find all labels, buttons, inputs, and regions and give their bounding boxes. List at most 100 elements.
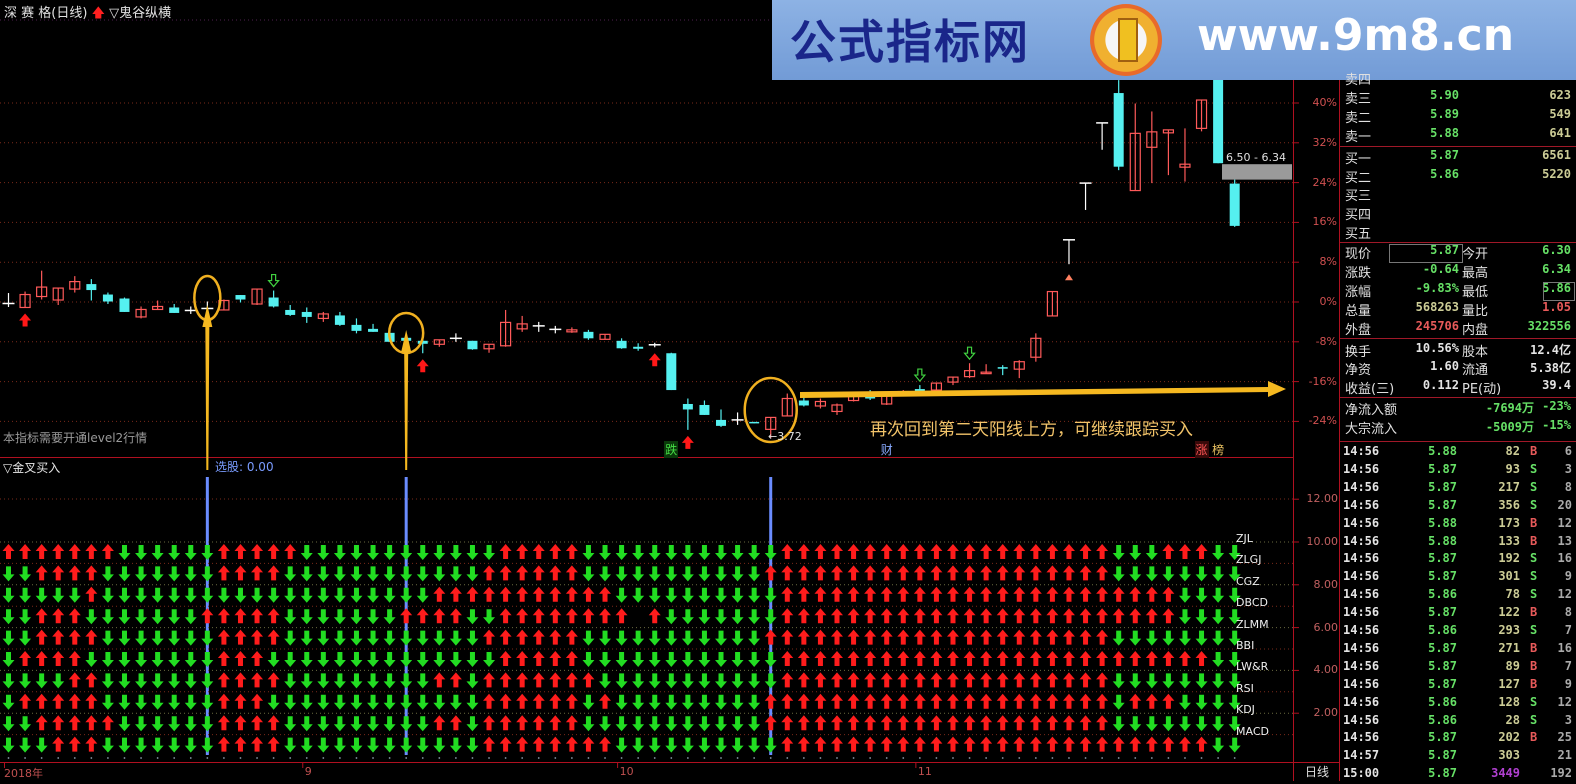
red-up-arrow-icon: [532, 565, 545, 581]
candle-body: [500, 321, 512, 347]
candle: [152, 300, 164, 311]
green-down-arrow-icon: [648, 652, 661, 667]
candle-body: [583, 331, 594, 339]
candle-body: [36, 286, 48, 298]
red-up-arrow-icon: [963, 715, 976, 731]
green-down-arrow-icon: [367, 566, 380, 582]
red-up-arrow-icon: [946, 693, 959, 709]
green-down-arrow-icon: [615, 545, 628, 560]
bar-dot: [355, 757, 358, 759]
trade-volume: 127: [1498, 676, 1520, 691]
green-down-arrow-icon: [632, 566, 645, 582]
trade-row: 14:56 5.86 128 S 12: [1340, 695, 1576, 713]
domino-logo-icon: [1118, 18, 1138, 62]
green-down-arrow-icon: [1112, 545, 1125, 560]
green-down-arrow-icon: [350, 694, 363, 710]
trade-ticks-panel[interactable]: 14:56 5.88 82 B 6 14:56 5.87 93 S 3 14:56 5.87 217 S 8…: [1340, 444, 1576, 781]
period-label[interactable]: 日线: [1305, 765, 1330, 779]
green-down-arrow-icon: [151, 716, 164, 732]
indicator-name[interactable]: ▽鬼谷纵横: [109, 6, 172, 21]
green-down-arrow-icon: [648, 716, 661, 732]
red-up-arrow-icon: [1195, 651, 1208, 666]
bar-dot: [24, 757, 26, 759]
red-up-arrow-icon: [1046, 544, 1059, 559]
green-down-arrow-icon: [1228, 694, 1241, 710]
candle: [516, 315, 528, 332]
flow-amount: -5009万: [1485, 419, 1534, 434]
red-up-arrow-icon: 🡅: [91, 6, 105, 21]
green-down-arrow-icon: [764, 609, 777, 625]
green-down-arrow-icon: [632, 587, 645, 603]
green-down-arrow-icon: [416, 587, 429, 603]
green-down-arrow-icon: [681, 673, 694, 689]
red-up-arrow-icon: [897, 693, 910, 709]
red-up-arrow-icon: [847, 544, 860, 559]
event-label: 涨: [1194, 441, 1209, 458]
trade-side: S: [1530, 712, 1538, 727]
bar-dot: [769, 757, 772, 759]
red-up-arrow-icon: [1029, 715, 1042, 731]
red-up-arrow-icon: [980, 736, 993, 752]
stat-value: 1.60: [1430, 359, 1459, 374]
green-down-arrow-icon: [582, 716, 595, 732]
red-up-arrow-icon: [897, 586, 910, 602]
green-down-arrow-icon: [184, 716, 197, 732]
stock-title[interactable]: 深 赛 格(日线): [4, 6, 88, 21]
red-up-arrow-icon: [68, 544, 81, 559]
stat-label: 净资: [1345, 363, 1372, 379]
trade-price: 5.87: [1428, 605, 1457, 620]
green-down-arrow-icon: [748, 545, 761, 560]
green-down-arrow-icon: [184, 587, 197, 603]
red-up-arrow-icon: [1013, 715, 1026, 731]
stat-label: 最低: [1462, 284, 1489, 300]
green-down-arrow-icon: [400, 652, 413, 667]
candle: [765, 416, 777, 439]
red-up-arrow-icon: [532, 693, 545, 709]
bar-dot: [239, 757, 242, 759]
green-down-arrow-icon: [168, 652, 181, 667]
trade-price: 5.86: [1428, 623, 1457, 637]
candle: [19, 291, 31, 309]
green-down-arrow-icon: [201, 716, 214, 732]
trade-side: B: [1530, 533, 1538, 548]
red-up-arrow-icon: [599, 693, 612, 709]
red-up-arrow-icon: [864, 693, 877, 709]
candle: [52, 287, 64, 305]
bar-dot: [322, 757, 325, 759]
green-down-arrow-icon: [748, 630, 761, 646]
candle-body: [1195, 99, 1208, 129]
stat-value: 1.05: [1542, 299, 1571, 314]
green-down-arrow-icon: [151, 630, 164, 646]
trade-count: 13: [1557, 533, 1572, 548]
red-up-arrow-icon: [930, 586, 943, 602]
red-up-arrow-icon: [797, 672, 810, 688]
axis-label: -8%: [1315, 334, 1337, 348]
lower-indicator-title[interactable]: ▽金叉买入: [3, 461, 61, 475]
green-down-arrow-icon: [698, 545, 711, 560]
green-down-arrow-icon: [582, 545, 595, 560]
trade-count: 7: [1564, 623, 1572, 637]
flow-pct: -15%: [1542, 417, 1571, 432]
red-up-arrow-icon: [831, 672, 843, 688]
green-down-arrow-icon: [1212, 609, 1225, 625]
green-down-arrow-icon: [2, 630, 15, 646]
red-up-arrow-icon: [1195, 544, 1208, 559]
bar-dot: [521, 757, 524, 759]
candle-body: [1162, 129, 1175, 134]
green-down-arrow-icon: [2, 609, 15, 625]
green-down-arrow-icon: [731, 545, 744, 560]
red-up-arrow-icon: [532, 608, 545, 624]
axis-label: 2.00: [1313, 706, 1339, 720]
red-up-arrow-icon: [980, 715, 993, 731]
green-down-arrow-icon: [400, 716, 413, 732]
green-down-arrow-icon: [400, 694, 413, 710]
trade-volume: 301: [1498, 569, 1520, 584]
red-up-arrow-icon: [483, 672, 496, 688]
green-down-arrow-icon: [101, 587, 114, 603]
green-down-arrow-icon: [648, 673, 661, 689]
green-down-arrow-icon: [648, 566, 661, 582]
candle: [1113, 80, 1124, 171]
candle-body: [1146, 131, 1158, 148]
green-down-arrow-icon: [184, 566, 197, 582]
red-up-arrow-icon: [1062, 565, 1075, 581]
